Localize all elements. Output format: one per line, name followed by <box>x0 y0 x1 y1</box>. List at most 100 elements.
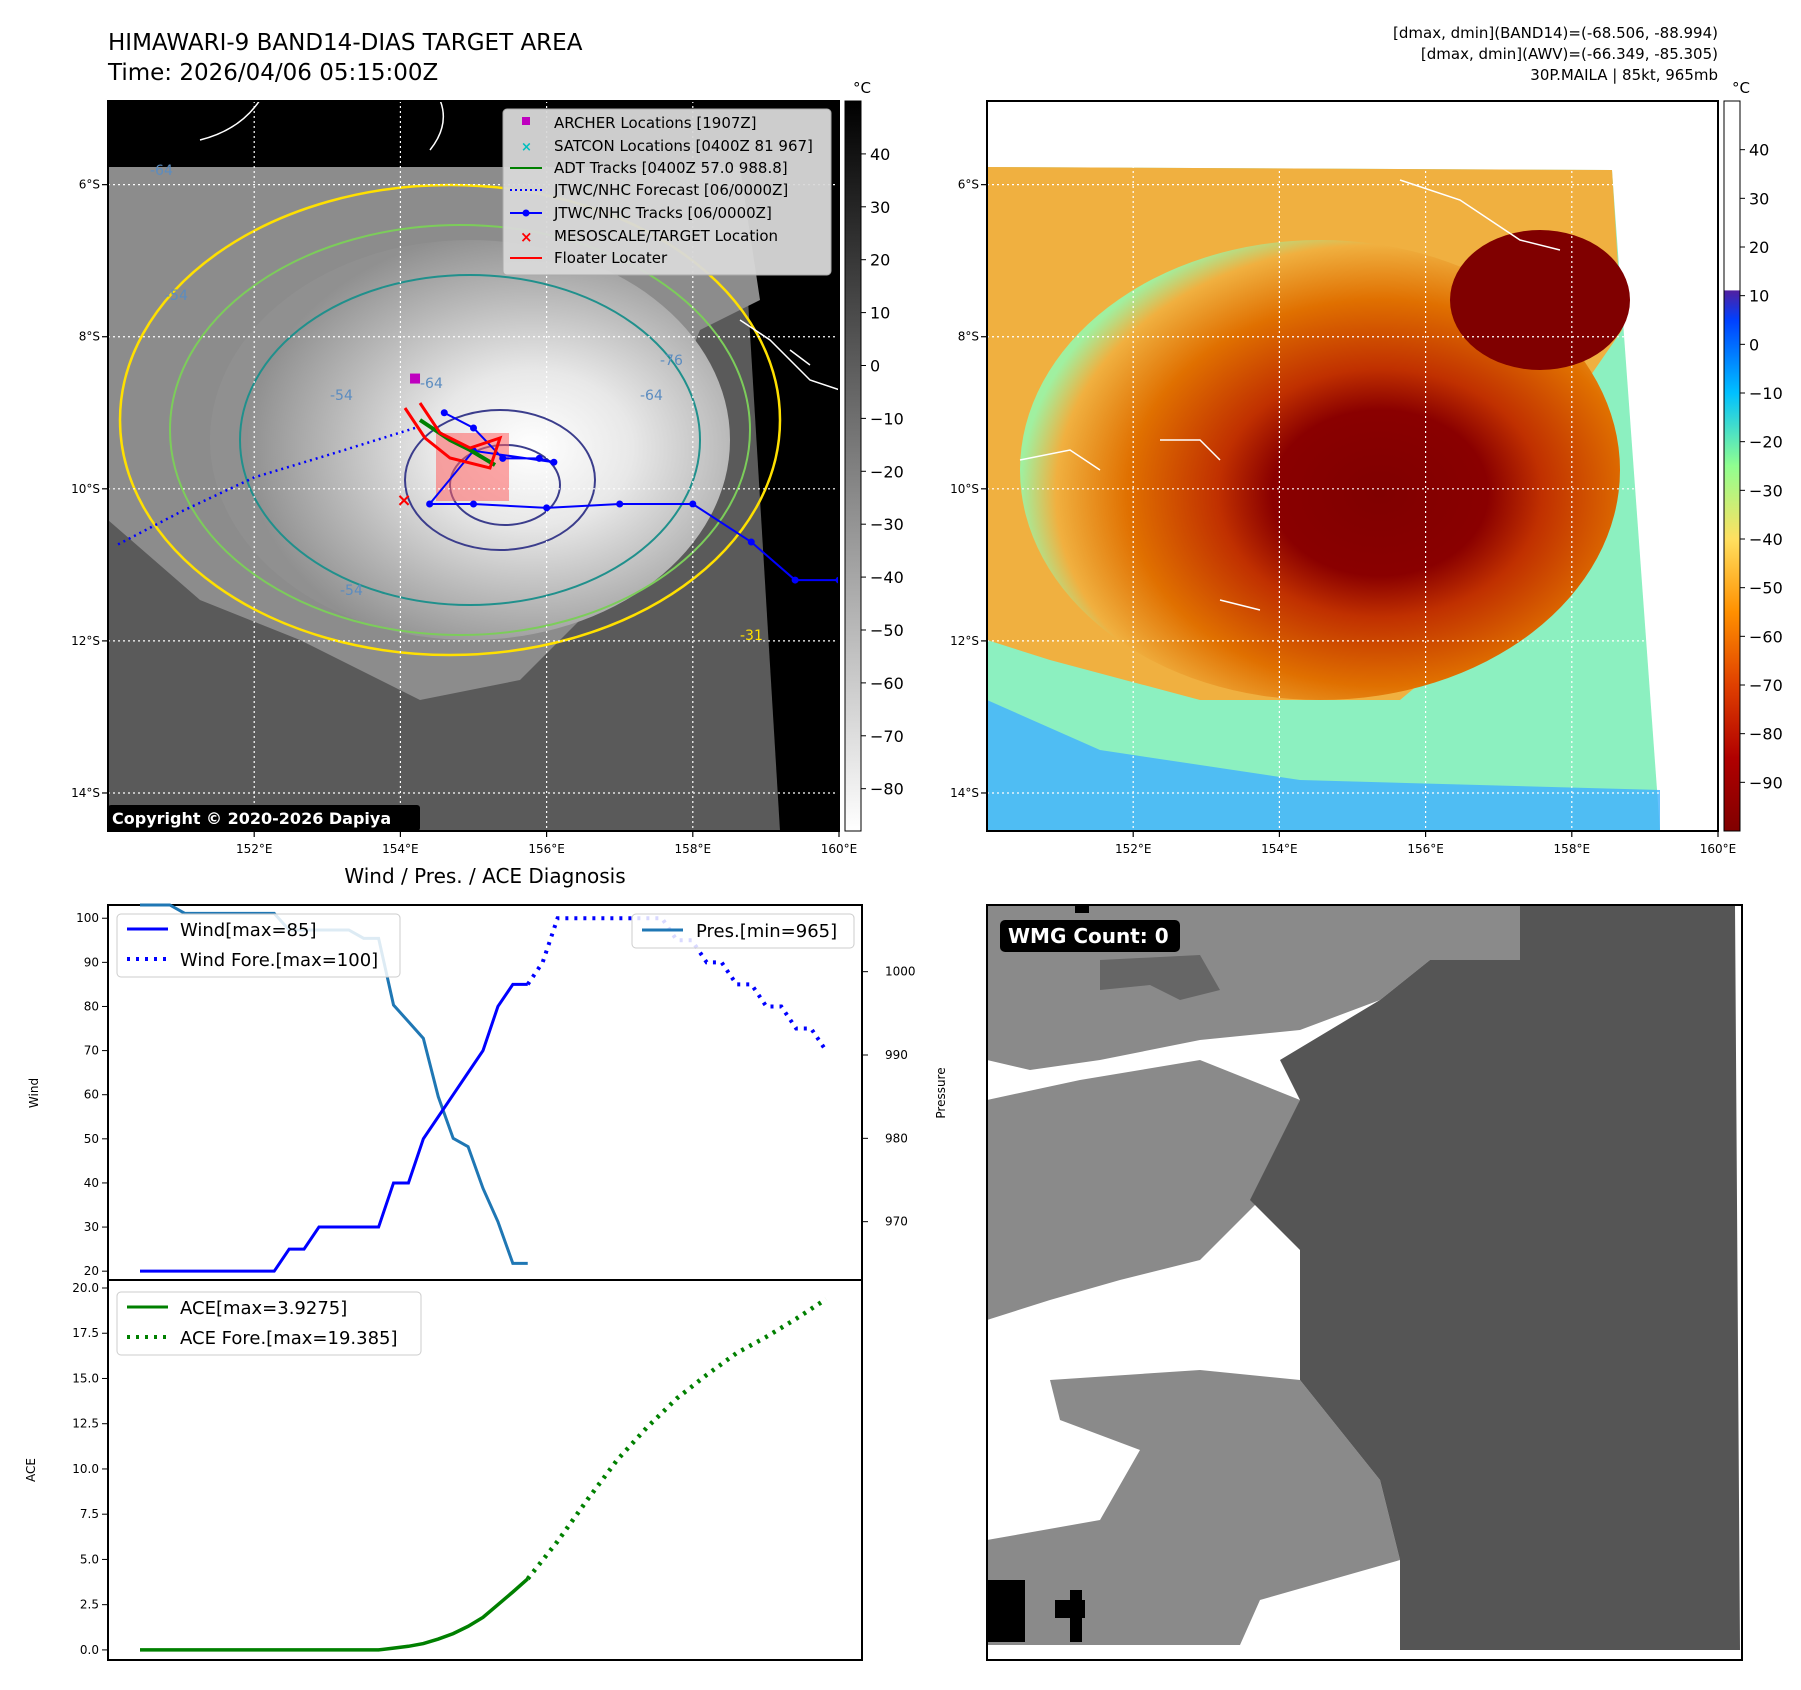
wmg-gray-mid <box>987 1060 1300 1320</box>
legend-archer: ARCHER Locations [1907Z] <box>554 114 757 132</box>
target-location-marker: × <box>397 490 412 511</box>
ir-colorbar-tick-label: −50 <box>870 621 904 640</box>
contour-label: -64 <box>420 376 443 392</box>
ace-ytick-label: 0.0 <box>80 1643 99 1657</box>
wmg-gray-south <box>987 1370 1400 1645</box>
legend-pressure: Pres.[min=965] <box>696 921 837 942</box>
jtwc-track-layer: × <box>114 373 839 584</box>
ir-colorbar-tick-label: 20 <box>870 251 890 270</box>
contour-label: -54 <box>330 388 353 404</box>
ir-colorbar-tick-label: 0 <box>870 356 880 375</box>
jtwc-track-point <box>550 458 558 466</box>
ace-legend-box <box>116 1291 422 1356</box>
wind-legend: Wind[max=85] Wind Fore.[max=100] <box>116 913 401 978</box>
awv-colorbar-tick-label: −80 <box>1749 725 1783 744</box>
awv-colorbar-ticks: 40 30 20 10 0 −10 −20 −30 −40 −50 −60 −70 −80 −90 <box>1740 141 1783 792</box>
wmg-dark-strip <box>1100 955 1220 1000</box>
wmg-black-speck <box>1070 1590 1082 1642</box>
ir-colorbar-tick-label: −20 <box>870 462 904 481</box>
ir-colorbar-tick-label: 10 <box>870 304 890 323</box>
diagnosis-chart-title: Wind / Pres. / ACE Diagnosis <box>344 864 625 888</box>
pressure-ylabel: Pressure <box>934 1067 948 1118</box>
awv-colorbar-tick-label: 10 <box>1749 287 1769 306</box>
lon-tick-label: 152°E <box>236 842 273 856</box>
contour-label: -64 <box>150 163 173 179</box>
wmg-panel: WMG Count: 0 <box>986 904 1743 1661</box>
wind-ytick-label: 100 <box>76 911 99 925</box>
awv-colorbar-tick-label: −60 <box>1749 627 1783 646</box>
legend-wind: Wind[max=85] <box>180 920 317 941</box>
wind-series-line <box>140 982 528 1273</box>
awv-colorbar-tick-label: −50 <box>1749 579 1783 598</box>
contour-label: -64 <box>640 388 663 404</box>
wind-ytick-label: 30 <box>84 1220 99 1234</box>
lon-tick-label: 152°E <box>1115 842 1152 856</box>
wind-ytick-label: 20 <box>84 1264 99 1278</box>
awv-colorbar-tick-label: −20 <box>1749 433 1783 452</box>
legend-jtwc-forecast: JTWC/NHC Forecast [06/0000Z] <box>553 181 788 199</box>
lat-tick-label: 10°S <box>71 482 100 496</box>
floater-locater-line <box>403 402 503 470</box>
ace-ytick-label: 17.5 <box>72 1326 99 1340</box>
wind-ytick-label: 90 <box>84 955 99 969</box>
jtwc-forecast-line <box>114 426 416 547</box>
ace-forecast-series-line <box>525 1297 828 1581</box>
lat-tick-label: 14°S <box>950 786 979 800</box>
ir-colorbar-tick-label: −10 <box>870 409 904 428</box>
lon-tick-label: 156°E <box>528 842 565 856</box>
awv-colorbar-tick-label: 0 <box>1749 335 1759 354</box>
legend-wind-fore: Wind Fore.[max=100] <box>180 950 378 971</box>
figure-time: Time: 2026/04/06 05:15:00Z <box>107 60 438 86</box>
archer-marker-icon <box>522 117 530 125</box>
lat-tick-label: 12°S <box>950 634 979 648</box>
wind-ytick-label: 80 <box>84 999 99 1013</box>
wmg-dark-region <box>1250 905 1740 1650</box>
pressure-legend: Pres.[min=965] <box>631 913 855 949</box>
legend-adt: ADT Tracks [0400Z 57.0 988.8] <box>554 159 788 177</box>
awv-map-frame <box>986 100 1719 832</box>
contour-labels: -64 -54 -64 -76 -64 -54 -31 -54 <box>150 163 763 644</box>
wind-ytick-label: 40 <box>84 1176 99 1190</box>
target-marker-icon: × <box>520 228 533 246</box>
ir-coastline <box>199 101 839 391</box>
jtwc-track-point <box>426 500 434 508</box>
ir-contour-core <box>404 409 596 551</box>
legend-target: MESOSCALE/TARGET Location <box>554 227 778 245</box>
jtwc-track-line <box>427 411 839 582</box>
awv-storm-core <box>1020 240 1620 700</box>
lat-tick-label: 10°S <box>950 482 979 496</box>
wmg-black-speck <box>987 1580 1025 1642</box>
jtwc-track-point <box>689 500 697 508</box>
lat-tick-label: 6°S <box>958 178 979 192</box>
wind-ytick-label: 50 <box>84 1132 99 1146</box>
ir-colorbar-tick-label: −60 <box>870 674 904 693</box>
awv-gridlines <box>987 101 1718 831</box>
ace-ytick-label: 20.0 <box>72 1281 99 1295</box>
ir-map-frame <box>107 100 840 832</box>
legend-satcon: SATCON Locations [0400Z 81 967] <box>554 137 813 155</box>
lon-tick-label: 154°E <box>1261 842 1298 856</box>
lat-tick-label: 14°S <box>71 786 100 800</box>
satcon-marker-icon: × <box>521 140 532 155</box>
ir-map-panel: × -64 -54 -64 -76 -64 -54 -31 -54 Copyri… <box>71 79 904 856</box>
ace-ytick-label: 2.5 <box>80 1598 99 1612</box>
jtwc-track-point <box>470 424 477 432</box>
lat-tick-label: 8°S <box>79 330 100 344</box>
copyright-text: Copyright © 2020-2026 Dapiya <box>112 809 391 828</box>
adt-track-line <box>418 418 497 467</box>
ir-colorbar-tick-label: −40 <box>870 568 904 587</box>
archer-location-marker <box>410 373 421 384</box>
jtwc-track-point <box>791 576 799 584</box>
lat-tick-label: 12°S <box>71 634 100 648</box>
jtwc-track-point <box>440 409 448 417</box>
awv-map-axis-labels: 152°E 154°E 156°E 158°E 160°E 6°S 8°S 10°S 12°S 1… <box>950 178 1736 856</box>
wmg-black-speck <box>1075 905 1089 913</box>
awv-colorbar-tick-label: −30 <box>1749 481 1783 500</box>
wind-ytick-label: 70 <box>84 1044 99 1058</box>
ir-contour-mid <box>169 224 751 636</box>
legend-jtwc-tracks: JTWC/NHC Tracks [06/0000Z] <box>553 204 772 222</box>
wmg-frame <box>986 904 1743 1661</box>
ace-series-line <box>140 1577 529 1652</box>
lon-tick-label: 158°E <box>675 842 712 856</box>
